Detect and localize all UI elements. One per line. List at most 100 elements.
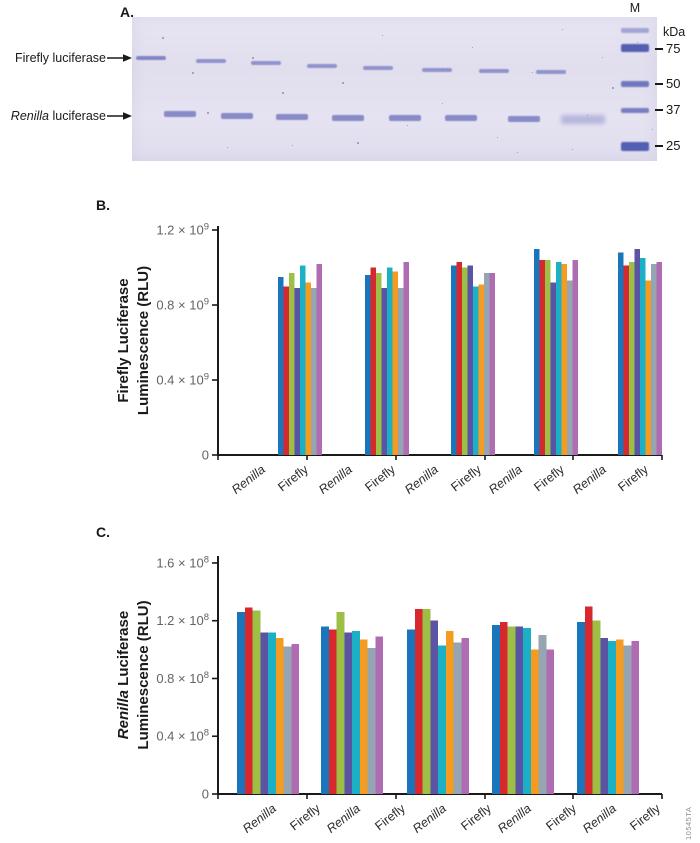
- bar-series-5: [556, 261, 562, 455]
- bar-series-6: [561, 263, 567, 455]
- bar-series-1: [278, 276, 284, 455]
- bar-series-4: [260, 632, 268, 794]
- bar-series-7: [651, 263, 657, 455]
- bar-series-4: [550, 282, 556, 455]
- firefly-protein-band: [479, 68, 509, 74]
- firefly-row-label: Firefly luciferase: [0, 49, 132, 67]
- bar-series-5: [438, 645, 446, 794]
- bar-series-6: [478, 284, 484, 455]
- bar-series-3: [629, 261, 635, 455]
- marker-weight-row: 25: [655, 138, 680, 153]
- gel-speck: [442, 103, 444, 105]
- x-category-label: Renilla: [240, 801, 279, 836]
- watermark-code: 10545TA: [684, 806, 693, 840]
- renilla-protein-band: [561, 114, 605, 124]
- firefly-protein-band: [536, 69, 566, 75]
- y-tick-label: 0.8 × 109: [156, 297, 209, 313]
- gel-speck: [207, 112, 209, 114]
- gel-speck: [407, 125, 409, 127]
- bar-series-2: [283, 286, 289, 455]
- bar-series-6: [359, 639, 368, 794]
- panel-b-label: B.: [96, 197, 110, 213]
- bar-series-1: [451, 265, 457, 455]
- x-category-label: Renilla: [402, 462, 441, 497]
- bar-series-3: [507, 626, 516, 794]
- y-tick-label: 1.2 × 109: [156, 222, 209, 238]
- marker-weight-label: 75: [666, 41, 681, 56]
- bar-series-3: [252, 610, 261, 794]
- y-tick-label: 0.4 × 109: [156, 372, 209, 388]
- bar-series-1: [321, 626, 329, 794]
- gel-speck: [357, 142, 359, 144]
- x-category-label: Firefly: [275, 462, 311, 494]
- panel-a-label: A.: [120, 4, 134, 20]
- bar-series-4: [467, 265, 473, 455]
- bar-series-5: [608, 640, 616, 794]
- bar-series-3: [592, 620, 601, 794]
- x-category-label: Renilla: [410, 801, 449, 836]
- bar-series-7: [538, 635, 547, 794]
- bar-series-2: [584, 606, 593, 794]
- renilla-protein-band: [276, 114, 308, 120]
- gel-speck: [282, 92, 284, 94]
- tick-dash: [655, 47, 663, 50]
- y-axis-title-line: Renilla Luciferase: [115, 611, 132, 739]
- firefly-protein-band: [251, 60, 281, 66]
- bar-series-4: [515, 626, 523, 794]
- marker-band: [621, 27, 649, 33]
- x-category-label: Firefly: [543, 801, 579, 833]
- bar-series-3: [422, 609, 431, 794]
- x-category-label: Firefly: [448, 462, 484, 494]
- bar-series-7: [453, 642, 462, 794]
- bar-series-2: [623, 265, 629, 455]
- bar-series-8: [291, 643, 299, 794]
- x-category-label: Renilla: [580, 801, 619, 836]
- marker-band: [621, 44, 649, 52]
- gel-speck: [497, 137, 499, 139]
- bar-series-3: [545, 260, 551, 455]
- y-tick-label: 0: [202, 448, 209, 463]
- bar-series-1: [237, 612, 245, 794]
- marker-weight-row: 37: [655, 102, 680, 117]
- bar-series-8: [375, 636, 383, 794]
- bar-series-1: [534, 248, 540, 455]
- bar-series-3: [289, 273, 295, 455]
- gel-speck: [192, 72, 194, 74]
- x-category-label: Renilla: [486, 462, 525, 497]
- y-tick-label: 1.2 × 108: [156, 612, 209, 628]
- renilla-protein-band: [332, 115, 364, 121]
- bar-series-6: [392, 271, 398, 455]
- renilla-luminescence-bar-chart: 0 0.4 × 108 0.8 × 108 1.2 × 108 1.6 × 108 Ren…: [115, 554, 663, 836]
- bar-series-5: [268, 632, 276, 794]
- gel-speck: [227, 147, 229, 149]
- bar-series-4: [430, 620, 438, 794]
- gel-speck: [252, 57, 254, 59]
- x-category-label: Renilla: [324, 801, 363, 836]
- bar-series-8: [489, 273, 495, 455]
- firefly-row-label-text: Firefly luciferase: [15, 51, 106, 65]
- bar-series-4: [634, 248, 640, 455]
- x-category-label: Renilla: [229, 462, 268, 497]
- renilla-row-label-italic: Renilla: [10, 109, 50, 123]
- marker-band: [621, 107, 649, 113]
- bar-series-8: [461, 638, 469, 794]
- bar-series-7: [283, 646, 292, 794]
- gel-image: [132, 17, 657, 161]
- bar-series-6: [530, 649, 539, 794]
- bar-series-8: [403, 261, 409, 455]
- bar-series-4: [381, 288, 387, 455]
- bar-series-2: [499, 622, 508, 794]
- x-category-label: Firefly: [287, 801, 323, 833]
- renilla-protein-band: [445, 115, 477, 121]
- renilla-row-label-text: luciferase: [49, 109, 106, 123]
- gel-speck: [587, 115, 589, 117]
- renilla-protein-band: [221, 113, 253, 119]
- marker-weight-label: 25: [666, 138, 681, 153]
- tick-dash: [655, 144, 663, 147]
- marker-weight-row: 75: [655, 41, 680, 56]
- x-category-label: Firefly: [458, 801, 494, 833]
- bar-series-8: [546, 649, 554, 794]
- bar-series-1: [365, 275, 371, 455]
- bar-series-2: [328, 629, 337, 794]
